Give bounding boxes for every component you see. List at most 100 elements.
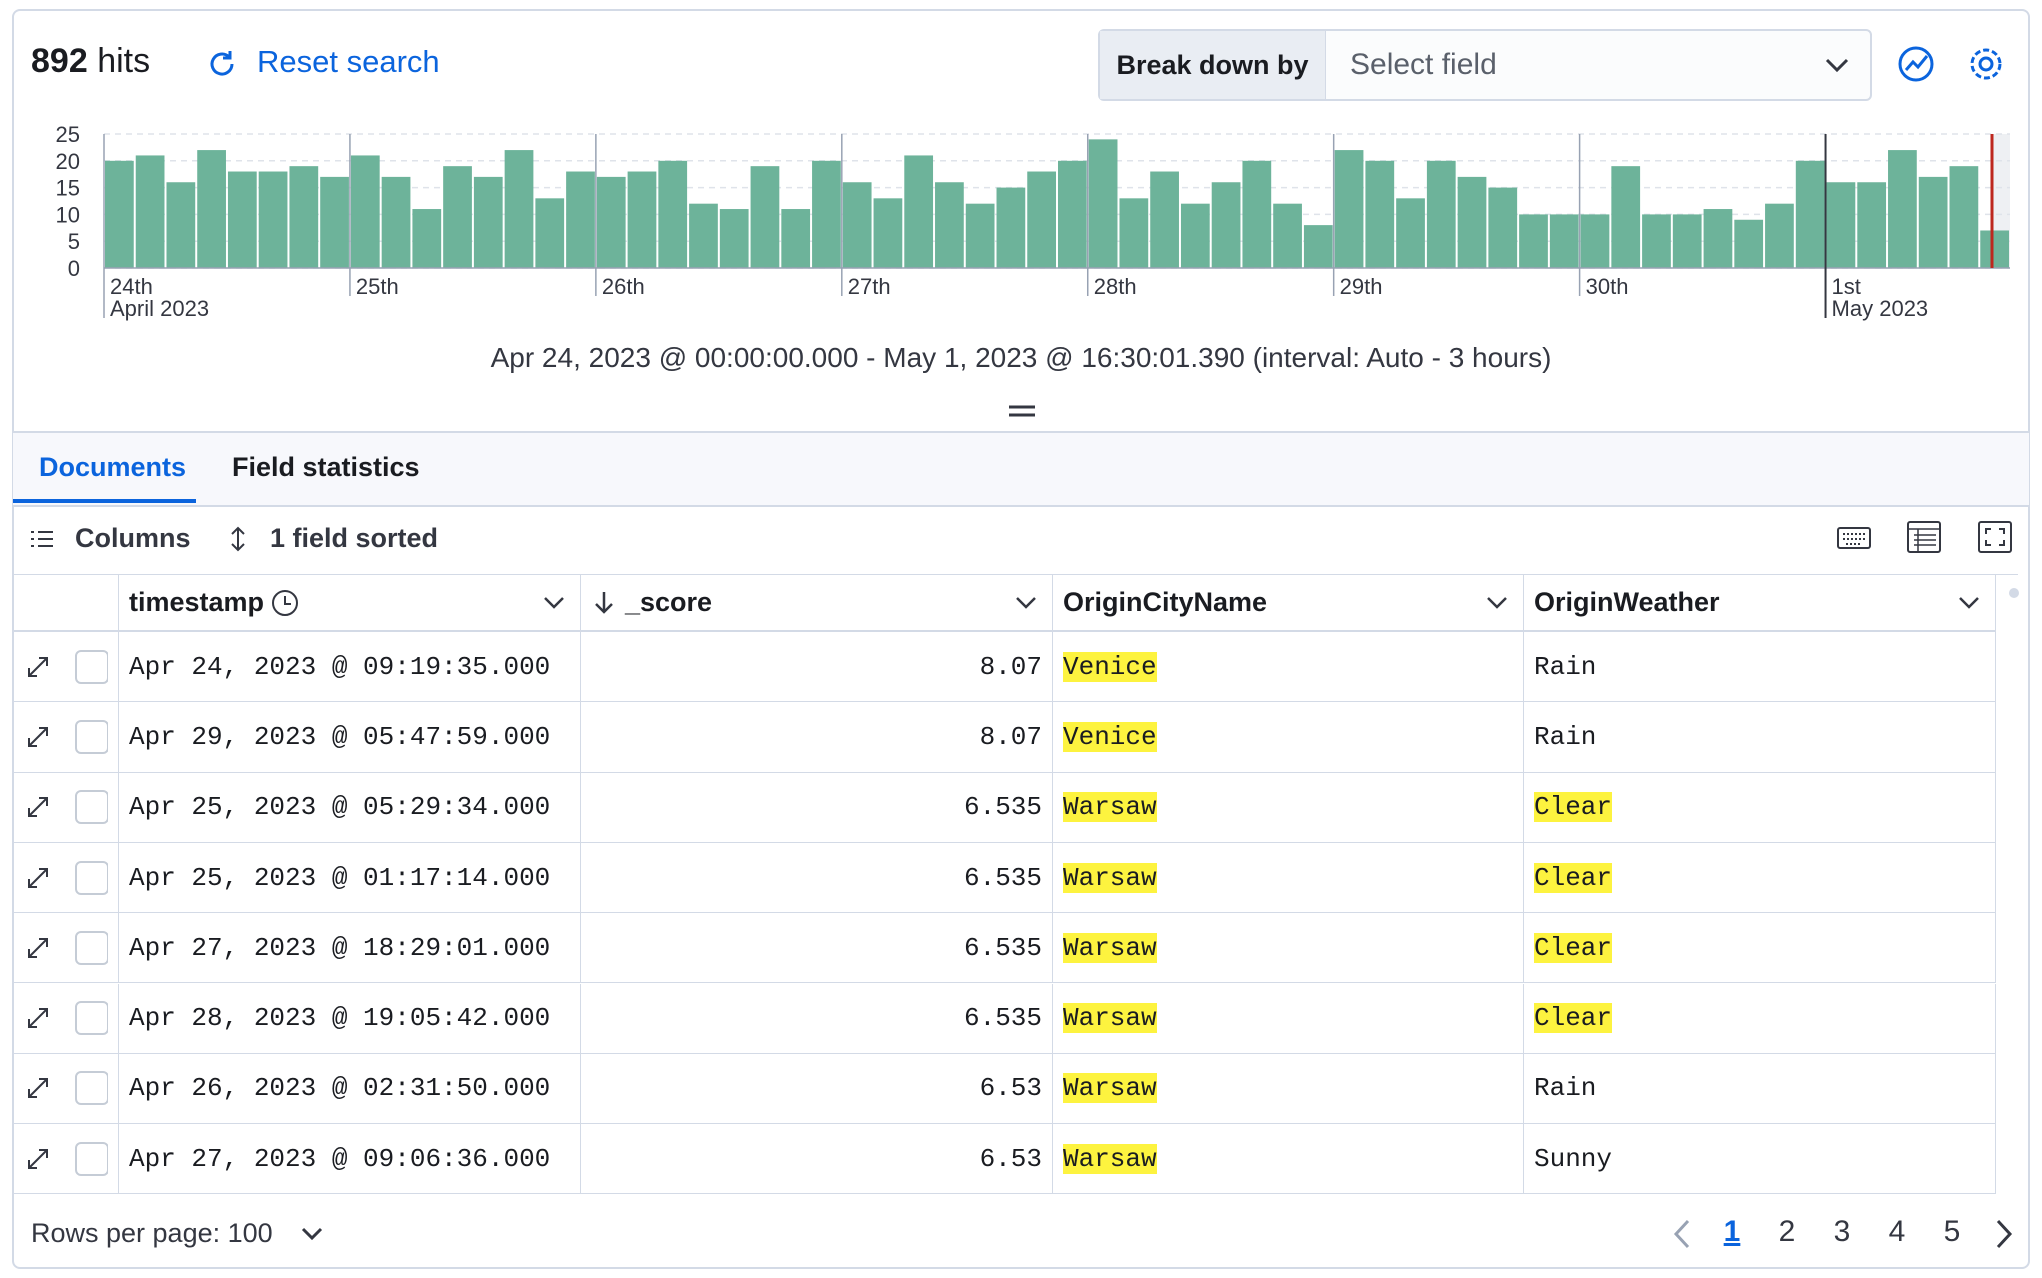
bar <box>289 166 319 268</box>
y-tick-label: 25 <box>56 122 80 147</box>
column-header[interactable]: OriginCityName <box>1053 575 1524 632</box>
rows-per-page[interactable]: Rows per page: 100 <box>31 1218 273 1248</box>
bar <box>473 176 503 268</box>
table-cell: Apr 25, 2023 @ 05:29:34.000 <box>119 772 581 843</box>
table-cell: Warsaw <box>1053 842 1524 914</box>
table-cell: Warsaw <box>1053 1124 1524 1195</box>
row-controls <box>14 632 119 703</box>
page-link[interactable]: 4 <box>1888 1215 1906 1248</box>
table-cell: Apr 27, 2023 @ 18:29:01.000 <box>119 913 581 984</box>
column-menu[interactable] <box>542 594 566 612</box>
bar <box>689 203 718 268</box>
expand-icon[interactable] <box>24 793 51 821</box>
table-cell: Apr 24, 2023 @ 09:19:35.000 <box>119 632 581 703</box>
bar <box>904 155 934 268</box>
bar <box>258 171 288 268</box>
chevron <box>301 1227 323 1241</box>
expand-icon[interactable] <box>24 653 51 681</box>
tab-underline <box>13 499 196 503</box>
tab-bar <box>13 431 2029 507</box>
reset-icon[interactable] <box>206 48 238 80</box>
expand-icon[interactable] <box>24 1074 51 1102</box>
next-page[interactable] <box>1994 1218 2014 1250</box>
cell-text: Venice <box>1063 721 1157 752</box>
row-checkbox[interactable] <box>75 1001 108 1036</box>
expand-icon[interactable] <box>24 1004 51 1032</box>
column-menu[interactable] <box>1014 594 1038 612</box>
table-cell: Warsaw <box>1053 913 1524 984</box>
sort-button[interactable]: 1 field sorted <box>270 523 439 553</box>
reset-search[interactable]: Reset search <box>257 44 440 79</box>
column-name: _score <box>625 587 713 617</box>
bar <box>504 150 534 268</box>
bar <box>1703 209 1733 268</box>
settings-icon[interactable] <box>1966 44 2006 84</box>
fullscreen-icon[interactable] <box>1977 520 2013 554</box>
table-cell: 6.53 <box>581 1053 1053 1125</box>
table-cell: 8.07 <box>581 702 1053 773</box>
expand-icon[interactable] <box>24 1145 51 1173</box>
bar <box>1488 187 1518 268</box>
bar <box>873 198 903 268</box>
tab[interactable]: Field statistics <box>232 452 420 482</box>
column-header[interactable]: timestamp <box>119 575 581 632</box>
bar <box>350 155 380 268</box>
bar <box>1857 182 1887 268</box>
page-link[interactable]: 3 <box>1833 1215 1851 1248</box>
bar <box>1519 214 1548 268</box>
bar <box>1027 171 1056 268</box>
row-controls <box>14 702 119 773</box>
y-tick-label: 20 <box>56 149 80 174</box>
bar <box>935 182 964 268</box>
table-cell: Warsaw <box>1053 772 1524 843</box>
row-checkbox[interactable] <box>75 930 108 965</box>
tab[interactable]: Documents <box>39 452 187 482</box>
row-checkbox[interactable] <box>75 860 108 895</box>
cell-text: Apr 25, 2023 @ 01:17:14.000 <box>129 862 551 893</box>
bar <box>627 171 657 268</box>
row-checkbox[interactable] <box>75 1141 108 1176</box>
cell-text: Apr 25, 2023 @ 05:29:34.000 <box>129 792 551 823</box>
page-link[interactable]: 5 <box>1943 1215 1961 1248</box>
cell-text: Warsaw <box>1063 1073 1157 1104</box>
page-link[interactable]: 2 <box>1778 1215 1796 1248</box>
table-cell: Sunny <box>1524 1124 1996 1195</box>
chart-options-icon[interactable] <box>1896 44 1936 84</box>
x-tick-label: 28th <box>1094 274 1137 299</box>
resize-handle[interactable] <box>1007 404 1037 418</box>
cell-text: 8.07 <box>979 721 1042 752</box>
column-menu[interactable] <box>1957 594 1981 612</box>
bar <box>320 176 349 268</box>
table-cell: Rain <box>1524 702 1996 773</box>
cell-text: 8.07 <box>979 651 1042 682</box>
row-checkbox[interactable] <box>75 1071 108 1106</box>
x-tick-label: 27th <box>848 274 891 299</box>
row-checkbox[interactable] <box>75 649 108 684</box>
keyboard-icon[interactable] <box>1836 522 1872 552</box>
row-checkbox[interactable] <box>75 790 108 825</box>
row-checkbox[interactable] <box>75 719 108 754</box>
expand-icon[interactable] <box>24 723 51 751</box>
cell-text: Apr 27, 2023 @ 09:06:36.000 <box>129 1143 551 1174</box>
bar <box>1888 150 1917 268</box>
column-header[interactable]: _score <box>581 575 1053 632</box>
row-controls <box>14 983 119 1054</box>
expand-icon[interactable] <box>24 934 51 962</box>
column-header[interactable]: OriginWeather <box>1524 575 1996 632</box>
density-icon[interactable] <box>1906 520 1942 554</box>
column-name: OriginWeather <box>1534 587 1720 617</box>
expand-icon[interactable] <box>24 864 51 892</box>
table-cell: 6.535 <box>581 772 1053 843</box>
y-tick-label: 15 <box>56 176 80 201</box>
cell-text: Warsaw <box>1063 1143 1157 1174</box>
columns-button[interactable]: Columns <box>75 523 191 553</box>
column-menu[interactable] <box>1485 594 1509 612</box>
cell-text: Apr 26, 2023 @ 02:31:50.000 <box>129 1073 551 1104</box>
page-link[interactable]: 1 <box>1723 1215 1741 1248</box>
breakdown-select[interactable]: Break down by Select field <box>1098 29 1872 101</box>
prev-page[interactable] <box>1672 1218 1692 1250</box>
x-tick-sublabel: May 2023 <box>1832 296 1929 321</box>
hits: 892 hits <box>31 42 150 81</box>
